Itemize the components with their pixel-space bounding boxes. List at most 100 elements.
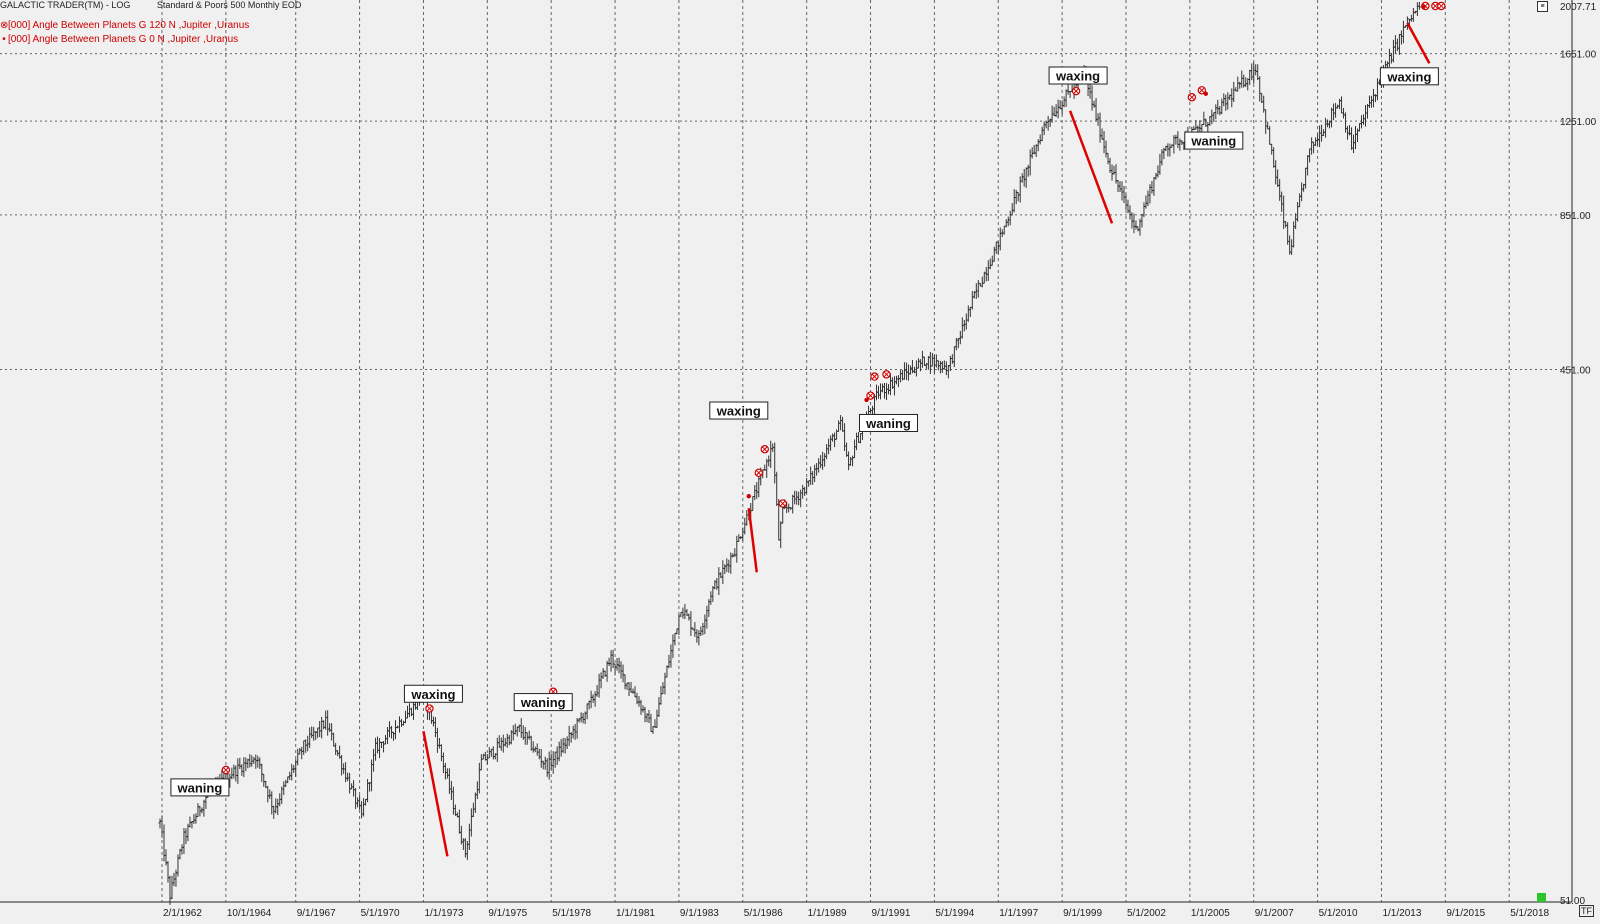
- price-bar: [485, 753, 489, 765]
- price-bar: [1230, 88, 1234, 108]
- price-bar: [286, 776, 290, 784]
- price-bar: [465, 840, 469, 860]
- price-bar: [1056, 99, 1060, 119]
- price-bar: [1052, 106, 1056, 117]
- price-bar: [1240, 70, 1244, 88]
- price-bar: [388, 721, 392, 738]
- price-bar: [1132, 213, 1136, 234]
- x-tick-label: 1/1/2005: [1191, 908, 1230, 919]
- price-bar: [1024, 167, 1028, 188]
- price-bar: [922, 356, 926, 366]
- price-bar: [501, 734, 505, 753]
- aspect-120-icon: ⊗: [0, 20, 9, 31]
- price-bar: [1174, 134, 1178, 145]
- phase-label-text: waxing: [716, 404, 761, 419]
- price-bar: [920, 350, 924, 368]
- price-bar: [382, 741, 386, 753]
- instrument-title: Standard & Poors 500 Monthly EOD: [156, 0, 302, 10]
- price-bar: [657, 697, 661, 717]
- price-bar: [952, 346, 956, 368]
- price-bar: [312, 726, 316, 741]
- price-bar: [274, 798, 278, 814]
- price-bar: [463, 838, 467, 858]
- price-bar: [908, 365, 912, 375]
- price-bar: [1092, 100, 1096, 108]
- aspect-0-marker: [746, 493, 751, 499]
- price-bar: [827, 438, 831, 455]
- price-bar: [807, 480, 811, 487]
- price-bar: [585, 703, 589, 720]
- price-bar: [1066, 83, 1070, 95]
- timeframe-button[interactable]: TF: [1579, 905, 1594, 917]
- price-bar: [996, 241, 1000, 254]
- phase-label: waxing: [1379, 67, 1439, 86]
- price-bar: [240, 764, 244, 776]
- phase-label: waxing: [403, 684, 463, 703]
- price-bar: [928, 351, 932, 374]
- chart-settings-icon[interactable]: ≡: [1537, 1, 1548, 12]
- price-bar: [615, 658, 619, 671]
- price-bar: [202, 799, 206, 817]
- price-bar: [1110, 164, 1114, 181]
- price-bar: [1282, 195, 1286, 229]
- x-tick-label: 9/1/2007: [1255, 908, 1294, 919]
- price-bar: [1102, 131, 1106, 154]
- price-bar: [356, 797, 360, 808]
- price-bar: [946, 364, 950, 379]
- price-bar: [537, 748, 541, 760]
- price-bar: [276, 798, 280, 816]
- phase-label-text: waning: [520, 695, 566, 710]
- price-bar: [194, 813, 198, 824]
- price-bar: [595, 685, 599, 697]
- price-bar: [779, 521, 783, 549]
- price-bar: [1002, 225, 1006, 235]
- price-bar: [1118, 181, 1122, 193]
- price-bar: [170, 875, 174, 900]
- price-bar: [1222, 93, 1226, 107]
- price-bar: [296, 748, 300, 766]
- price-bar: [1054, 104, 1058, 117]
- price-bar: [445, 768, 449, 779]
- price-bar: [174, 869, 178, 887]
- price-bar: [831, 433, 835, 442]
- price-bar: [1122, 186, 1126, 204]
- price-bar: [942, 360, 946, 370]
- price-bar: [308, 727, 312, 748]
- price-bar: [1306, 155, 1310, 176]
- price-bar: [1280, 191, 1284, 212]
- aspect-120-marker: [1197, 86, 1207, 95]
- x-tick-label: 1/1/1973: [424, 908, 463, 919]
- price-bar: [825, 444, 829, 460]
- price-bar: [849, 457, 853, 466]
- price-bar: [681, 607, 685, 619]
- y-tick-label: 851.00: [1560, 211, 1591, 222]
- price-bar: [1387, 48, 1391, 67]
- price-bar: [487, 747, 491, 759]
- price-bar: [1200, 123, 1204, 133]
- price-bar: [244, 757, 248, 772]
- aspect-0-icon: •: [2, 34, 6, 45]
- trend-line: [422, 731, 449, 857]
- price-bar: [541, 760, 545, 770]
- trend-line: [1406, 22, 1431, 64]
- price-bar: [364, 798, 368, 806]
- price-bar: [1022, 168, 1026, 187]
- price-bar: [1006, 216, 1010, 227]
- price-bar: [671, 634, 675, 659]
- price-bar: [717, 567, 721, 596]
- legend-label: [000] Angle Between Planets G 0 N ,Jupit…: [8, 34, 239, 45]
- price-bar: [238, 757, 242, 769]
- price-bar: [1292, 221, 1296, 248]
- price-bar: [651, 726, 655, 734]
- price-bar: [902, 362, 906, 380]
- price-bar: [453, 804, 457, 816]
- price-bar: [1236, 76, 1240, 92]
- price-bar: [621, 664, 625, 683]
- price-bar: [1344, 112, 1348, 133]
- price-bar: [741, 527, 745, 542]
- price-bar: [290, 763, 294, 781]
- price-bar: [705, 605, 709, 629]
- price-bar: [769, 440, 773, 468]
- price-bar: [1064, 89, 1068, 107]
- price-bar: [340, 755, 344, 776]
